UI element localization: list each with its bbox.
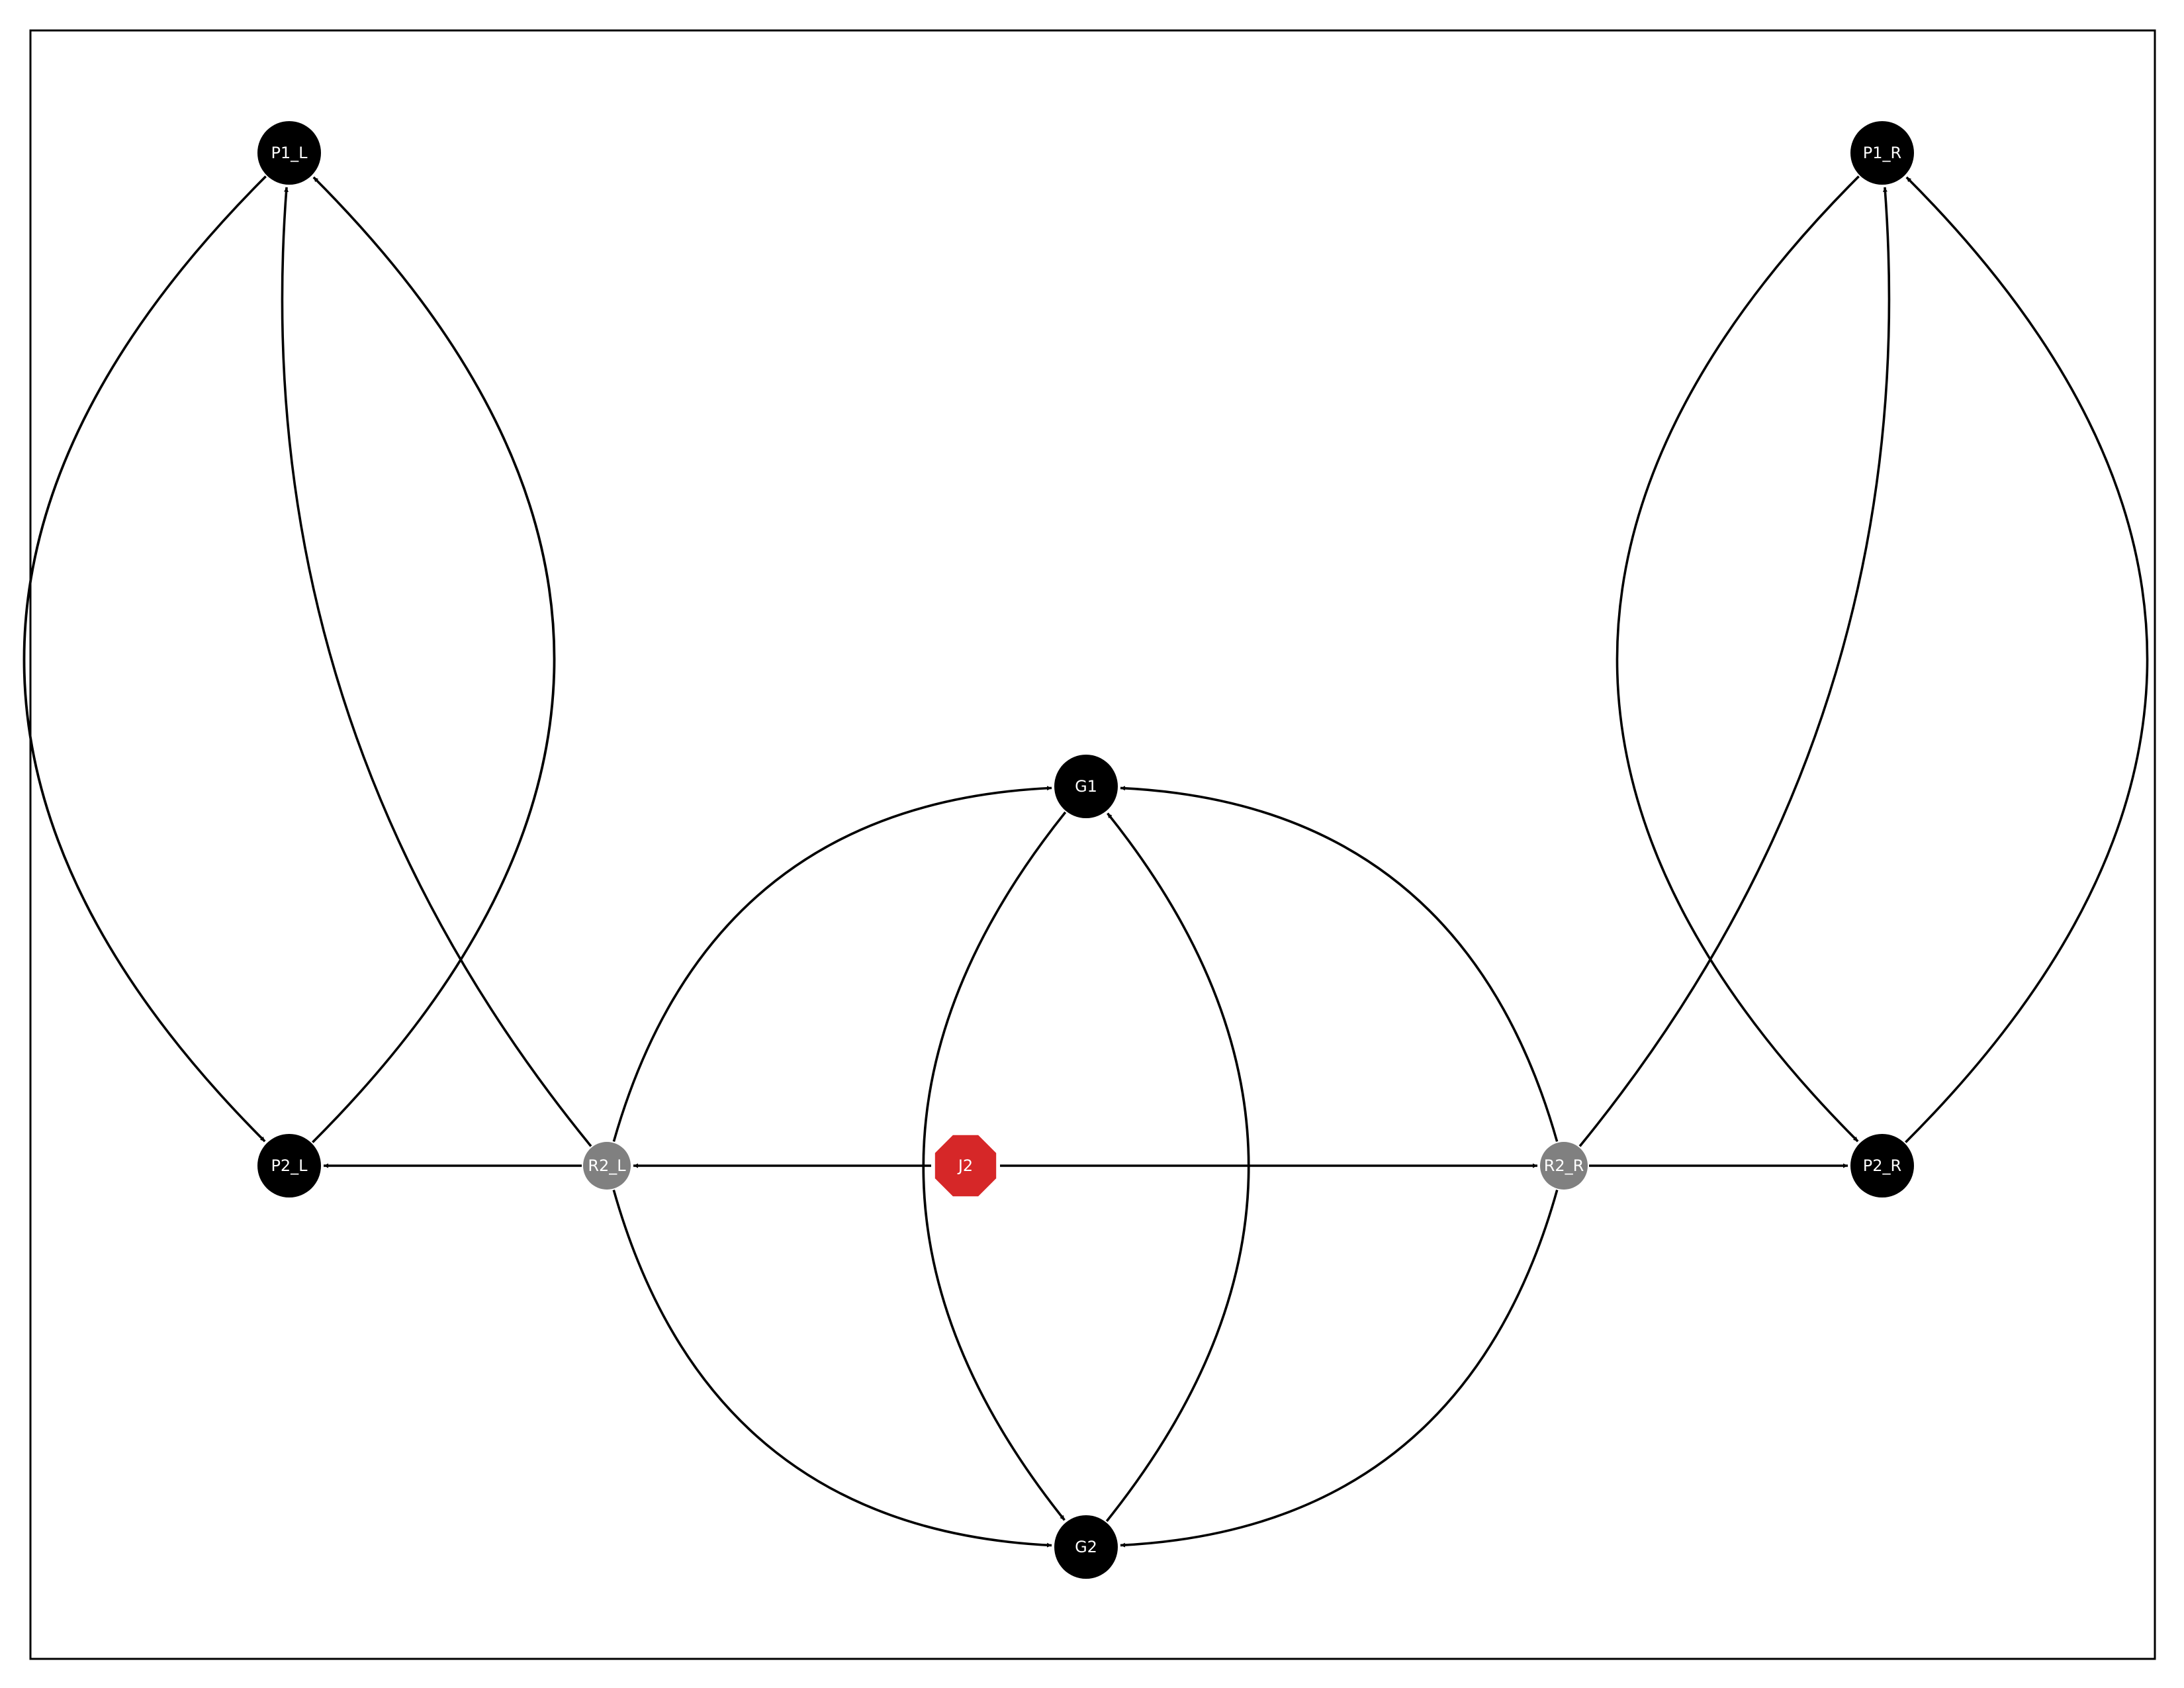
- edge-r2-r-to-g2: [1120, 1190, 1559, 1548]
- node-shape: [1540, 1142, 1588, 1190]
- node-label: R2_R: [1544, 1156, 1584, 1175]
- edge-p1-r-to-p2-r: [1615, 175, 1860, 1143]
- node-label: G2: [1075, 1538, 1097, 1556]
- edge-r2-l-to-p1-l: [281, 187, 592, 1147]
- node-label: R2_L: [588, 1156, 626, 1175]
- node-j2: J2: [934, 1135, 997, 1197]
- edge-r2-l-to-g1: [612, 786, 1052, 1142]
- edge-r2-r-to-g1: [1120, 786, 1559, 1142]
- nodes-layer: P1_L P1_R G1 P2_L R2_L J2 R2_R P2_R G2: [257, 121, 1914, 1579]
- edge-p2-l-to-p1-l: [312, 176, 556, 1143]
- node-shape: [934, 1135, 997, 1197]
- node-r2-r: R2_R: [1540, 1142, 1588, 1190]
- edge-g2-to-g1: [1105, 812, 1250, 1523]
- node-g1: G1: [1054, 755, 1118, 818]
- edges-layer: [23, 175, 2149, 1548]
- edge-r2-l-to-g2: [612, 1190, 1052, 1548]
- edge-r2-r-to-p1-r: [1578, 187, 1891, 1147]
- node-shape: [1850, 121, 1914, 185]
- node-shape: [583, 1142, 631, 1190]
- node-shape: [257, 1134, 321, 1197]
- node-label: P2_R: [1863, 1156, 1901, 1175]
- node-g2: G2: [1054, 1515, 1118, 1579]
- node-label: G1: [1075, 777, 1097, 796]
- node-label: P1_L: [271, 144, 308, 162]
- plot-frame: [29, 29, 2156, 1660]
- node-r2-l: R2_L: [583, 1142, 631, 1190]
- node-p1-r: P1_R: [1850, 121, 1914, 185]
- edge-p2-r-to-p1-r: [1905, 176, 2149, 1143]
- node-shape: [1054, 1515, 1118, 1579]
- node-p2-r: P2_R: [1850, 1134, 1914, 1197]
- node-shape: [1850, 1134, 1914, 1197]
- node-shape: [257, 121, 321, 185]
- node-p1-l: P1_L: [257, 121, 321, 185]
- node-label: P2_L: [271, 1156, 308, 1175]
- edge-g1-to-g2: [922, 811, 1067, 1521]
- edge-p1-l-to-p2-l: [23, 175, 267, 1143]
- node-p2-l: P2_L: [257, 1134, 321, 1197]
- node-shape: [1054, 755, 1118, 818]
- node-label: P1_R: [1863, 144, 1901, 162]
- node-label: J2: [957, 1156, 973, 1175]
